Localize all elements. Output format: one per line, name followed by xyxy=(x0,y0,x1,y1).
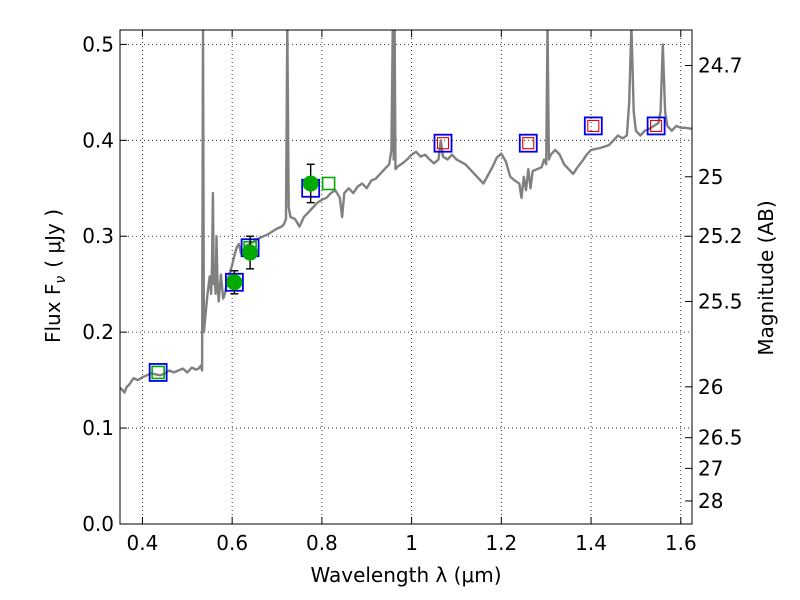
y2-tick-label: 24.7 xyxy=(698,53,743,77)
x-tick-label: 0.8 xyxy=(306,531,338,555)
model-flux-square-green xyxy=(151,365,165,380)
x-tick-label: 0.4 xyxy=(127,531,159,555)
y-axis-label-sub: ν xyxy=(53,276,69,284)
x-tick-label: 1.6 xyxy=(665,531,697,555)
x-tick-label: 1 xyxy=(405,531,418,555)
y2-tick-label: 25 xyxy=(698,165,723,189)
y2-axis-label: Magnitude (AB) xyxy=(754,200,778,355)
grid-lines xyxy=(120,30,692,525)
model-flux-square-red xyxy=(650,119,663,132)
model-flux-square-red xyxy=(436,137,450,150)
y-tick-label: 0.0 xyxy=(82,512,114,536)
y2-tick-label: 28 xyxy=(698,489,723,513)
x-tick-label: 1.2 xyxy=(485,531,517,555)
y-tick-label: 0.2 xyxy=(82,320,114,344)
y-tick-label: 0.3 xyxy=(82,224,114,248)
y-tick-label: 0.1 xyxy=(82,416,114,440)
y2-tick-label: 25.2 xyxy=(698,224,743,248)
y2-tick-label: 25.5 xyxy=(698,289,743,313)
model-flux-square-red xyxy=(522,137,535,150)
model-flux-square-blue xyxy=(583,116,603,136)
model-flux-square-red xyxy=(587,119,600,132)
model-flux-square-blue xyxy=(518,133,538,153)
plot-area xyxy=(120,30,692,394)
plot-frame xyxy=(119,29,693,525)
observed-flux-point xyxy=(226,274,243,291)
y-tick-label: 0.5 xyxy=(82,32,114,56)
model-flux-square-green xyxy=(321,176,336,191)
marker-layer xyxy=(148,116,666,382)
y-axis-label-main: Flux F xyxy=(41,284,65,343)
sed-model-line xyxy=(120,30,692,394)
y2-tick-label: 27 xyxy=(698,456,723,480)
y2-tick-label: 26.5 xyxy=(698,426,743,450)
model-flux-square-blue xyxy=(646,116,666,136)
model-flux-square-blue xyxy=(148,363,168,382)
x-tick-label: 0.6 xyxy=(216,531,248,555)
y2-tick-label: 26 xyxy=(698,375,723,399)
observed-flux-point xyxy=(242,244,259,261)
sed-line-layer xyxy=(120,30,692,394)
tick-layer: 0.4 0.6 0.8 1 1.2 1.4 1.6 0.0 0.1 0.2 0.3 0.4 0.5 24.… xyxy=(82,30,743,555)
x-tick-label: 1.4 xyxy=(575,531,607,555)
y-axis-label-unit: ( μJy ) xyxy=(41,209,65,268)
observed-flux-point xyxy=(302,175,319,192)
x-axis-label: Wavelength λ (μm) xyxy=(310,563,501,587)
y-axis-label: Flux Fν ( μJy ) xyxy=(41,209,69,343)
model-flux-square-blue xyxy=(433,133,453,153)
y-tick-label: 0.4 xyxy=(82,128,114,152)
